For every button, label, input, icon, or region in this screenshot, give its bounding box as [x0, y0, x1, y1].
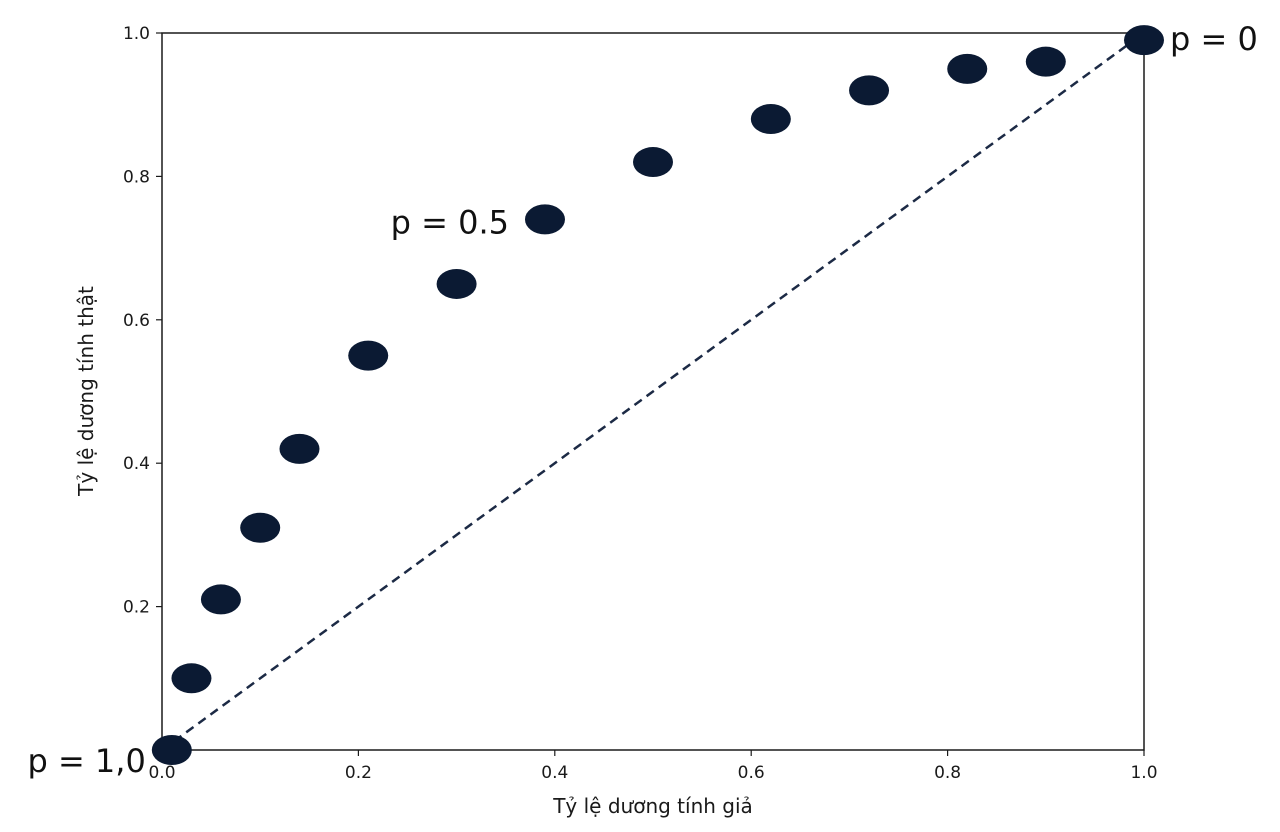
data-point [171, 663, 212, 694]
data-point [1025, 46, 1066, 77]
x-tick-label: 0.0 [148, 763, 175, 783]
point-annotations: p = 1,0 p = 0.5 p = 0 [27, 20, 1257, 780]
data-point [947, 53, 988, 84]
x-tick-label: 1.0 [1130, 763, 1157, 783]
x-tick-label: 0.8 [934, 763, 961, 783]
reference-diagonal-line [161, 31, 1145, 752]
data-point [633, 147, 673, 178]
data-point [151, 735, 192, 765]
x-tick-label: 0.6 [738, 763, 765, 783]
x-axis-label: Tỷ lệ dương tính giả [552, 794, 753, 818]
point-annotation: p = 0.5 [391, 203, 509, 241]
data-points [151, 25, 1164, 765]
data-point [1124, 25, 1164, 56]
x-tick-label: 0.4 [541, 763, 568, 783]
y-tick-label: 0.8 [123, 167, 150, 187]
data-point [750, 104, 791, 135]
point-annotation: p = 1,0 [27, 742, 145, 780]
data-point [524, 204, 565, 235]
y-tick-label: 0.6 [123, 311, 150, 331]
y-tick-label: 0.2 [123, 598, 150, 618]
data-point [279, 433, 320, 464]
y-axis-label: Tỷ lệ dương tính thật [74, 286, 98, 497]
x-axis-ticks: 0.0 0.2 0.4 0.6 0.8 1.0 [148, 750, 1158, 783]
y-tick-label: 1.0 [123, 24, 150, 44]
data-point [200, 584, 241, 615]
plot-frame [161, 32, 1145, 751]
data-point [436, 268, 477, 299]
point-annotation: p = 0 [1170, 20, 1258, 58]
data-point [849, 75, 890, 106]
data-point [348, 340, 389, 371]
y-axis-ticks: 0.2 0.4 0.6 0.8 1.0 [123, 24, 162, 618]
y-tick-label: 0.4 [123, 454, 150, 474]
data-point [240, 512, 281, 543]
x-tick-label: 0.2 [345, 763, 372, 783]
